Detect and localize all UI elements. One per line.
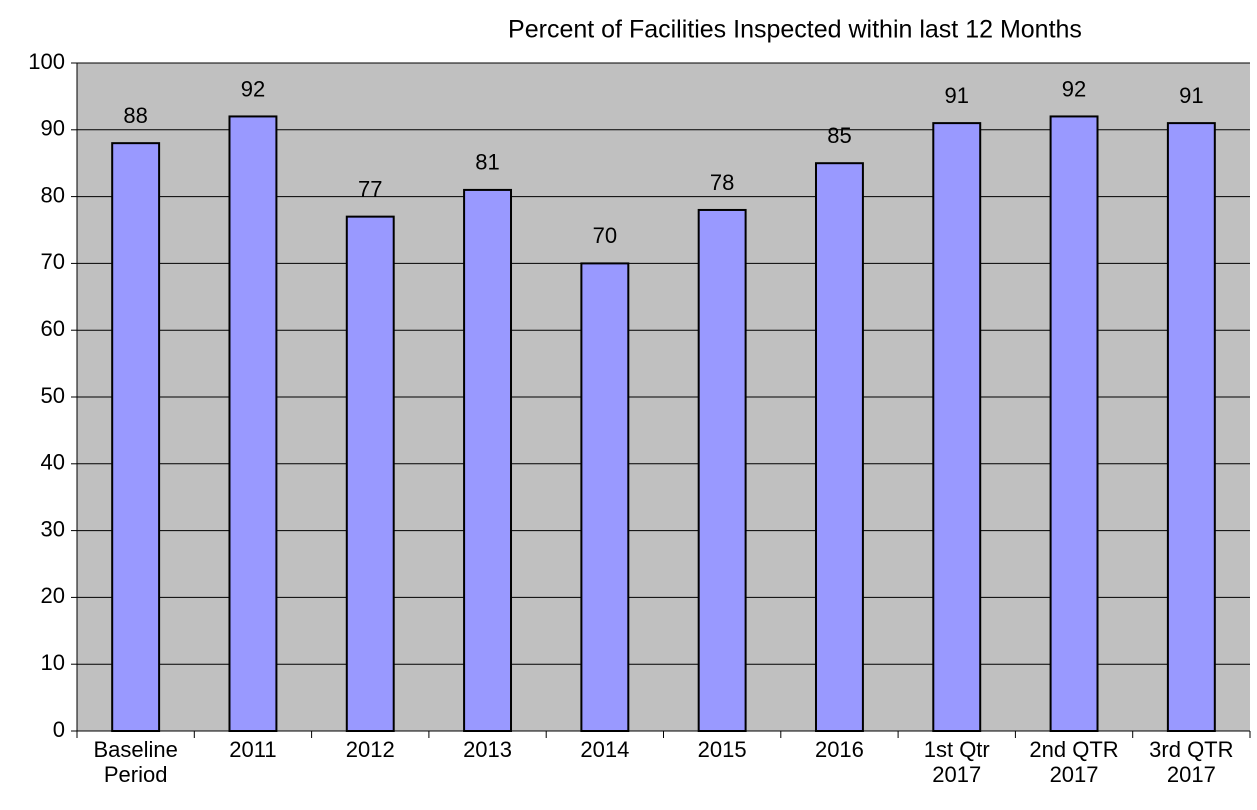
y-tick-label: 0 <box>53 717 65 742</box>
y-tick-label: 10 <box>41 650 65 675</box>
value-label: 92 <box>1062 76 1086 101</box>
value-label: 85 <box>827 123 851 148</box>
x-tick-label: 2014 <box>580 737 630 762</box>
bar <box>814 162 864 732</box>
value-label: 91 <box>1179 83 1203 108</box>
y-tick-label: 30 <box>41 516 65 541</box>
y-tick-label: 20 <box>41 583 65 608</box>
value-label: 77 <box>358 176 382 201</box>
x-tick-label: 2011 <box>229 737 277 762</box>
value-label: 70 <box>593 223 617 248</box>
bar <box>228 115 278 732</box>
y-tick-label: 50 <box>41 383 65 408</box>
bar <box>463 188 513 733</box>
bar <box>1049 115 1099 732</box>
y-tick-label: 100 <box>28 49 65 74</box>
value-label: 78 <box>710 170 734 195</box>
y-tick-label: 90 <box>41 116 65 141</box>
y-tick-label: 80 <box>41 182 65 207</box>
value-label: 81 <box>475 150 499 175</box>
y-tick-label: 70 <box>41 249 65 274</box>
bar <box>345 215 395 732</box>
x-tick-label: Baseline Period <box>93 737 178 787</box>
bar <box>580 262 630 732</box>
value-label: 91 <box>945 83 969 108</box>
bar <box>697 208 747 732</box>
x-tick-label: 2016 <box>814 737 864 762</box>
x-tick-label: 1st Qtr 2017 <box>923 737 990 787</box>
bar <box>932 122 982 733</box>
chart-title: Percent of Facilities Inspected within l… <box>508 16 1082 44</box>
value-label: 88 <box>123 103 147 128</box>
x-tick-label: 2nd QTR 2017 <box>1029 737 1119 787</box>
y-tick-label: 40 <box>41 450 65 475</box>
x-tick-label: 2013 <box>463 737 513 762</box>
x-tick-label: 2012 <box>345 737 395 762</box>
y-tick-label: 60 <box>41 316 65 341</box>
x-tick-label: 3rd QTR 2017 <box>1149 737 1234 787</box>
bar <box>1166 122 1216 733</box>
x-tick-label: 2015 <box>697 737 747 762</box>
value-label: 92 <box>241 76 265 101</box>
bar <box>111 142 161 733</box>
